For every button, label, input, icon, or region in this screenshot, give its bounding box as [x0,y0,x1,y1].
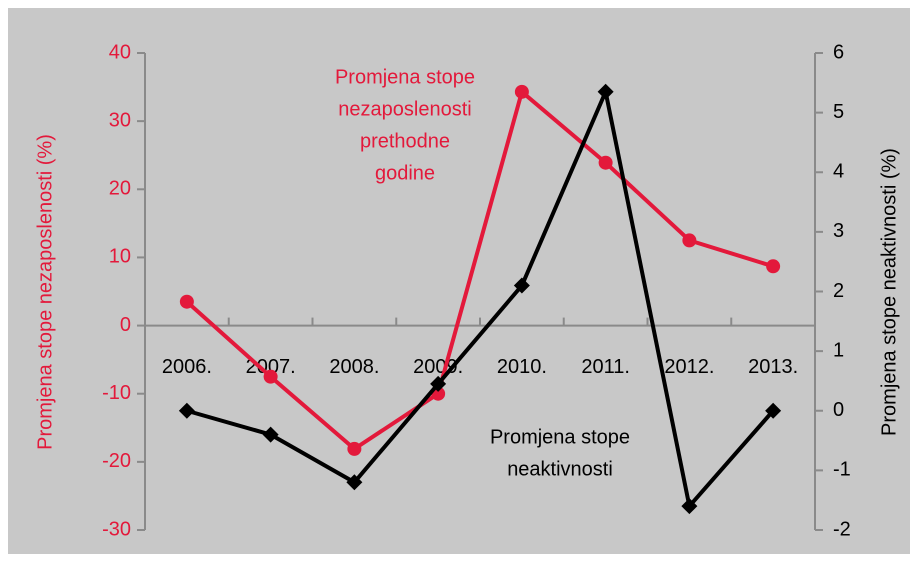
series-line [186,85,775,511]
marker [765,402,782,419]
y-tick-label: -30 [102,518,131,540]
x-tick-label: 2007. [246,356,296,378]
annotation: Promjena stope [335,66,475,88]
marker [262,426,279,443]
marker [597,83,614,100]
x-tick-label: 2011. [581,356,630,378]
y2-tick-label: -1 [833,459,851,481]
marker [766,259,781,274]
y2-tick-label: 0 [833,399,844,421]
marker [346,474,363,491]
y-tick-label: 0 [120,314,131,336]
y2-tick-label: -2 [833,518,851,540]
marker [347,441,362,456]
y2-tick-label: 2 [833,280,844,302]
annotation: godine [375,162,435,184]
chart-background [8,8,910,554]
x-tick-label: 2013. [748,356,798,378]
annotation: prethodne [360,130,450,152]
marker [513,277,530,294]
y2-tick-label: 6 [833,41,844,63]
y-tick-label: 20 [109,178,131,200]
y2-axis-label: Promjena stope neaktivnosti (%) [878,148,900,436]
y-tick-label: 40 [109,41,131,63]
y2-tick-label: 4 [833,161,844,183]
annotation: Promjena stope [490,426,630,448]
x-tick-label: 2008. [329,356,379,378]
x-tick-label: 2009. [413,356,463,378]
marker [598,155,613,170]
y-tick-label: 30 [109,109,131,131]
marker [178,402,195,419]
y-tick-label: -20 [102,450,131,472]
series-line [185,88,774,452]
y2-tick-label: 1 [833,339,844,361]
y-axis-label: Promjena stope nezaposlenosti (%) [34,134,56,450]
marker [681,498,698,515]
y2-tick-label: 3 [833,220,844,242]
marker [682,233,697,248]
y2-tick-label: 5 [833,101,844,123]
annotation: nezaposlenosti [338,98,471,120]
y-tick-label: -10 [102,382,131,404]
y-tick-label: 10 [109,246,131,268]
marker [179,294,194,309]
marker [263,369,278,384]
x-tick-label: 2006. [162,356,212,378]
marker [514,84,529,99]
x-tick-label: 2010. [497,356,547,378]
marker [430,375,447,392]
annotation: neaktivnosti [507,458,613,480]
x-tick-label: 2012. [664,356,714,378]
